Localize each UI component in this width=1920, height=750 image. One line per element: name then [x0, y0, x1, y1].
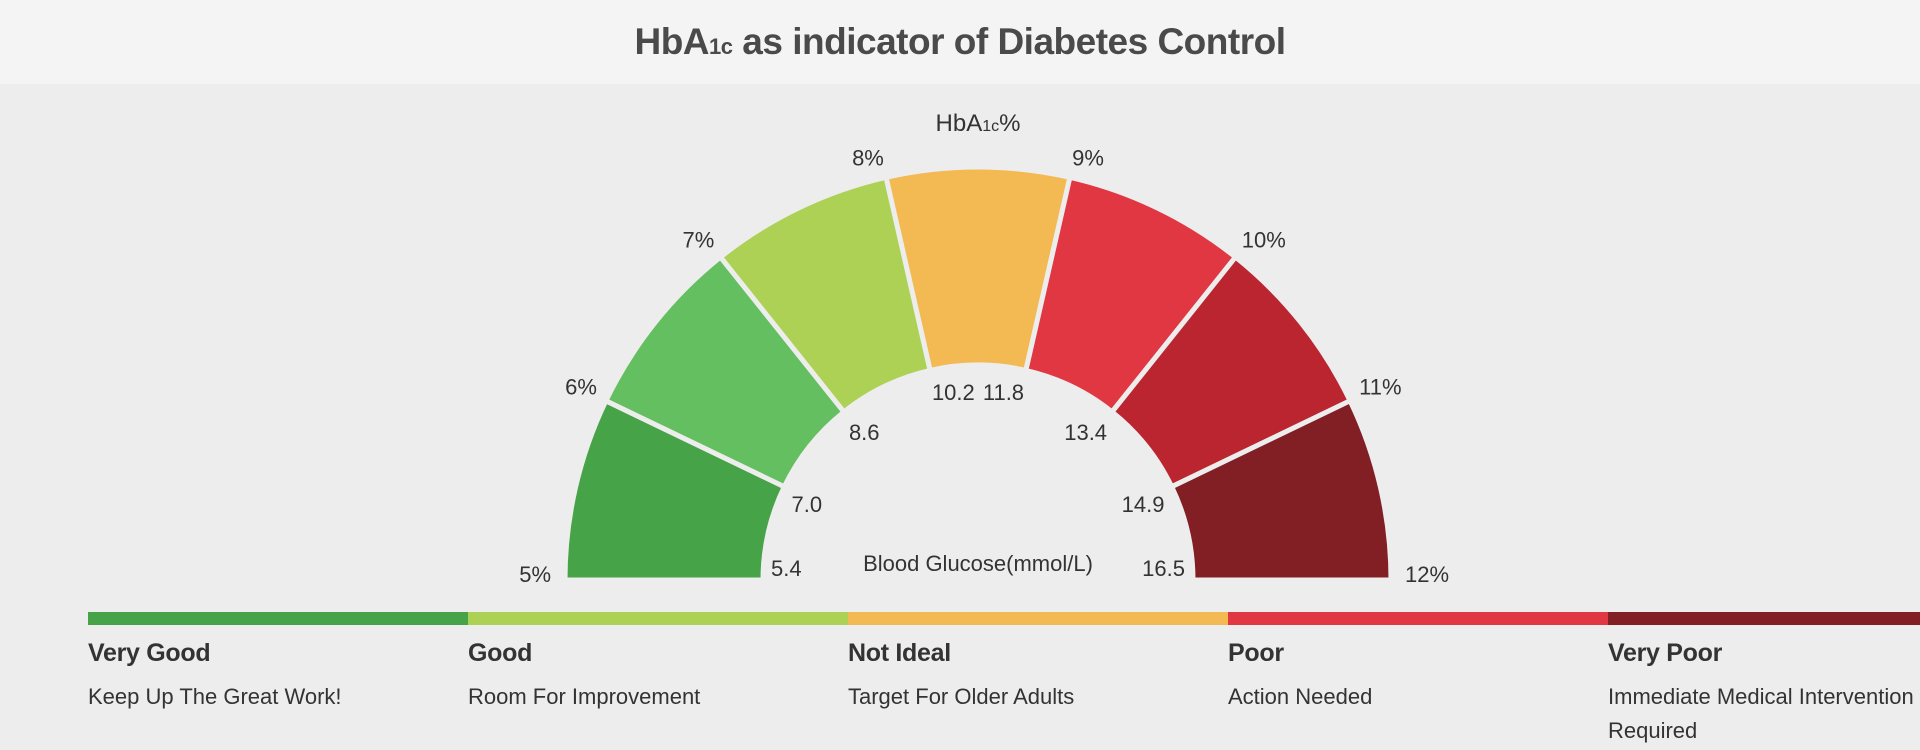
hba1c-tick-label: 5%: [519, 562, 551, 587]
legend-item: Poor Action Needed: [1228, 612, 1608, 748]
page-title: HbA1c as indicator of Diabetes Control: [634, 21, 1286, 63]
hba1c-tick-label: 11%: [1359, 374, 1401, 399]
glucose-tick-label: 14.9: [1122, 492, 1165, 517]
glucose-tick-label: 5.4: [771, 556, 802, 581]
legend-description: Keep Up The Great Work!: [88, 684, 342, 709]
glucose-tick-label: 13.4: [1064, 420, 1107, 445]
legend-color-bar: [848, 612, 1228, 625]
hba1c-tick-label: 7%: [682, 227, 714, 252]
hba1c-tick-label: 10%: [1242, 227, 1286, 252]
title-prefix: HbA: [634, 21, 710, 62]
gauge-top-label: HbA1c%: [936, 110, 1021, 137]
legend-item: Very Good Keep Up The Great Work!: [88, 612, 468, 748]
hba1c-tick-label: 12%: [1405, 562, 1449, 587]
legend-color-bar: [468, 612, 848, 625]
hba1c-tick-label: 9%: [1072, 146, 1104, 171]
legend-description: Room For Improvement: [468, 684, 701, 709]
hba1c-tick-label: 8%: [852, 146, 884, 171]
legend-title: Very Poor: [1608, 639, 1723, 667]
center-label: Blood Glucose(mmol/L): [863, 551, 1093, 576]
glucose-tick-label: 10.2: [932, 380, 975, 405]
legend-title: Poor: [1228, 639, 1284, 667]
glucose-tick-label: 8.6: [849, 420, 880, 445]
glucose-tick-label: 7.0: [791, 492, 822, 517]
legend-item: Not Ideal Target For Older Adults: [848, 612, 1228, 748]
title-bar: HbA1c as indicator of Diabetes Control: [0, 0, 1920, 84]
legend-title: Not Ideal: [848, 639, 951, 667]
title-suffix: as indicator of Diabetes Control: [732, 21, 1286, 62]
glucose-tick-label: 11.8: [983, 380, 1024, 405]
legend-color-bar: [1608, 612, 1920, 625]
legend-description: Action Needed: [1228, 684, 1373, 709]
legend-description: Immediate Medical Intervention Required: [1608, 684, 1914, 743]
legend-title: Very Good: [88, 639, 211, 667]
legend: Very Good Keep Up The Great Work! Good Room…: [88, 612, 1920, 748]
hba1c-tick-label: 6%: [565, 374, 597, 399]
gauge-segment-7: [1168, 397, 1394, 583]
legend-color-bar: [88, 612, 468, 625]
legend-title: Good: [468, 639, 533, 667]
legend-item: Good Room For Improvement: [468, 612, 848, 748]
legend-color-bar: [1228, 612, 1608, 625]
legend-item: Very Poor Immediate Medical Intervention …: [1608, 612, 1920, 748]
title-subscript: 1c: [709, 34, 733, 59]
legend-description: Target For Older Adults: [848, 684, 1075, 709]
glucose-tick-label: 16.5: [1142, 556, 1185, 581]
